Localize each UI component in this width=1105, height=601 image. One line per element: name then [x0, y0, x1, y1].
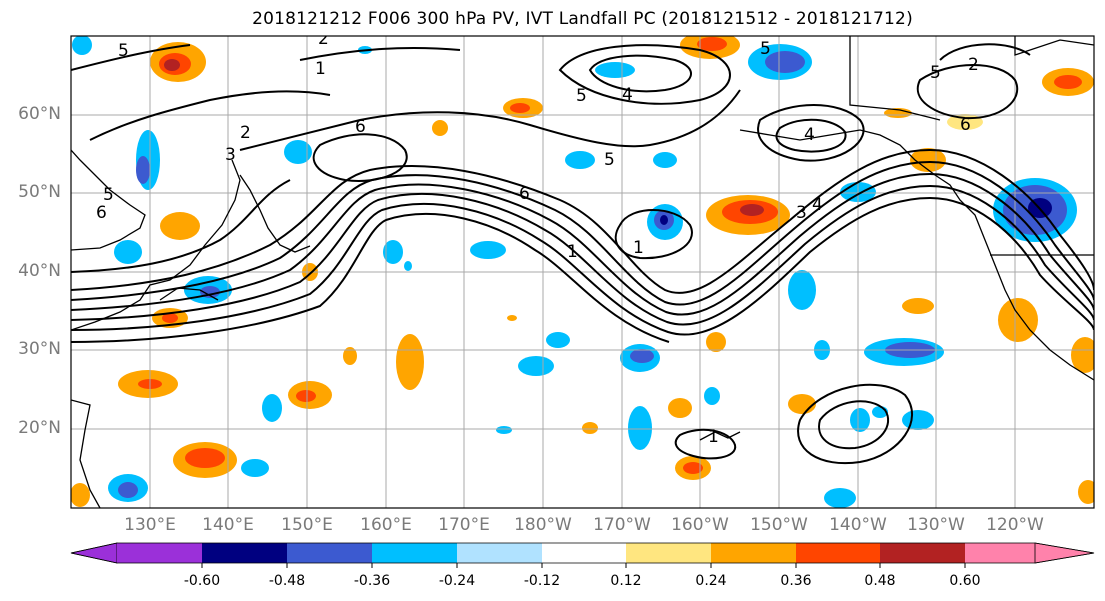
lon-label: 170°W: [593, 515, 651, 535]
svg-text:1: 1: [315, 59, 326, 79]
map-frame: [70, 35, 1095, 509]
lat-label: 30°N: [18, 339, 61, 359]
lon-label: 180°W: [514, 515, 572, 535]
lon-label: 130°E: [124, 515, 176, 535]
svg-text:4: 4: [622, 85, 633, 105]
svg-text:1: 1: [567, 242, 578, 262]
colorbar-tick-label: 0.48: [864, 573, 896, 589]
svg-text:5: 5: [118, 41, 129, 61]
lon-label: 150°W: [750, 515, 808, 535]
lon-label: 140°W: [829, 515, 887, 535]
svg-text:1: 1: [633, 238, 644, 258]
colorbar-tick-label: 0.24: [695, 573, 727, 589]
lat-label: 50°N: [18, 182, 61, 202]
svg-text:6: 6: [960, 115, 971, 135]
svg-text:6: 6: [519, 184, 530, 204]
anomaly-fills: [71, 36, 1094, 508]
colorbar-tick-label: 0.60: [949, 573, 981, 589]
lat-label: 40°N: [18, 261, 61, 281]
svg-text:4: 4: [812, 195, 823, 215]
map-title: 2018121212 F006 300 hPa PV, IVT Landfall…: [252, 9, 913, 29]
colorbar-tick-label: 0.36: [780, 573, 812, 589]
svg-text:5: 5: [930, 63, 941, 83]
lon-label: 160°E: [360, 515, 412, 535]
pv-contours: [71, 43, 1094, 465]
svg-text:4: 4: [804, 125, 815, 145]
svg-text:5: 5: [576, 86, 587, 106]
colorbar-tick-label: 0.12: [610, 573, 642, 589]
lat-label: 60°N: [18, 104, 61, 124]
svg-text:1: 1: [708, 427, 719, 447]
svg-text:5: 5: [760, 39, 771, 59]
colorbar-tick-label: -0.12: [523, 573, 561, 589]
lon-label: 150°E: [281, 515, 333, 535]
coastlines: [71, 36, 1094, 508]
lon-label: 170°E: [438, 515, 490, 535]
lat-label: 20°N: [18, 418, 61, 438]
svg-text:3: 3: [225, 145, 236, 165]
contour-labels: 5 2 1 5 4 5 3 2 6 6 5 6 1 1 5 4 6 3 4 5 …: [96, 29, 979, 447]
lon-label: 160°W: [671, 515, 729, 535]
graticule: [71, 36, 1094, 508]
svg-text:2: 2: [240, 123, 251, 143]
lon-label: 140°E: [202, 515, 254, 535]
svg-text:3: 3: [796, 203, 807, 223]
colorbar-tick-label: -0.24: [438, 573, 476, 589]
svg-text:6: 6: [355, 117, 366, 137]
svg-text:2: 2: [318, 29, 329, 49]
svg-text:6: 6: [96, 203, 107, 223]
lon-label: 130°W: [907, 515, 965, 535]
colorbar-tick-label: -0.60: [183, 573, 221, 589]
svg-text:5: 5: [103, 185, 114, 205]
svg-text:5: 5: [604, 150, 615, 170]
colorbar-tick-label: -0.48: [268, 573, 306, 589]
colorbar-tick-label: -0.36: [353, 573, 391, 589]
lon-label: 120°W: [986, 515, 1044, 535]
svg-text:2: 2: [968, 55, 979, 75]
